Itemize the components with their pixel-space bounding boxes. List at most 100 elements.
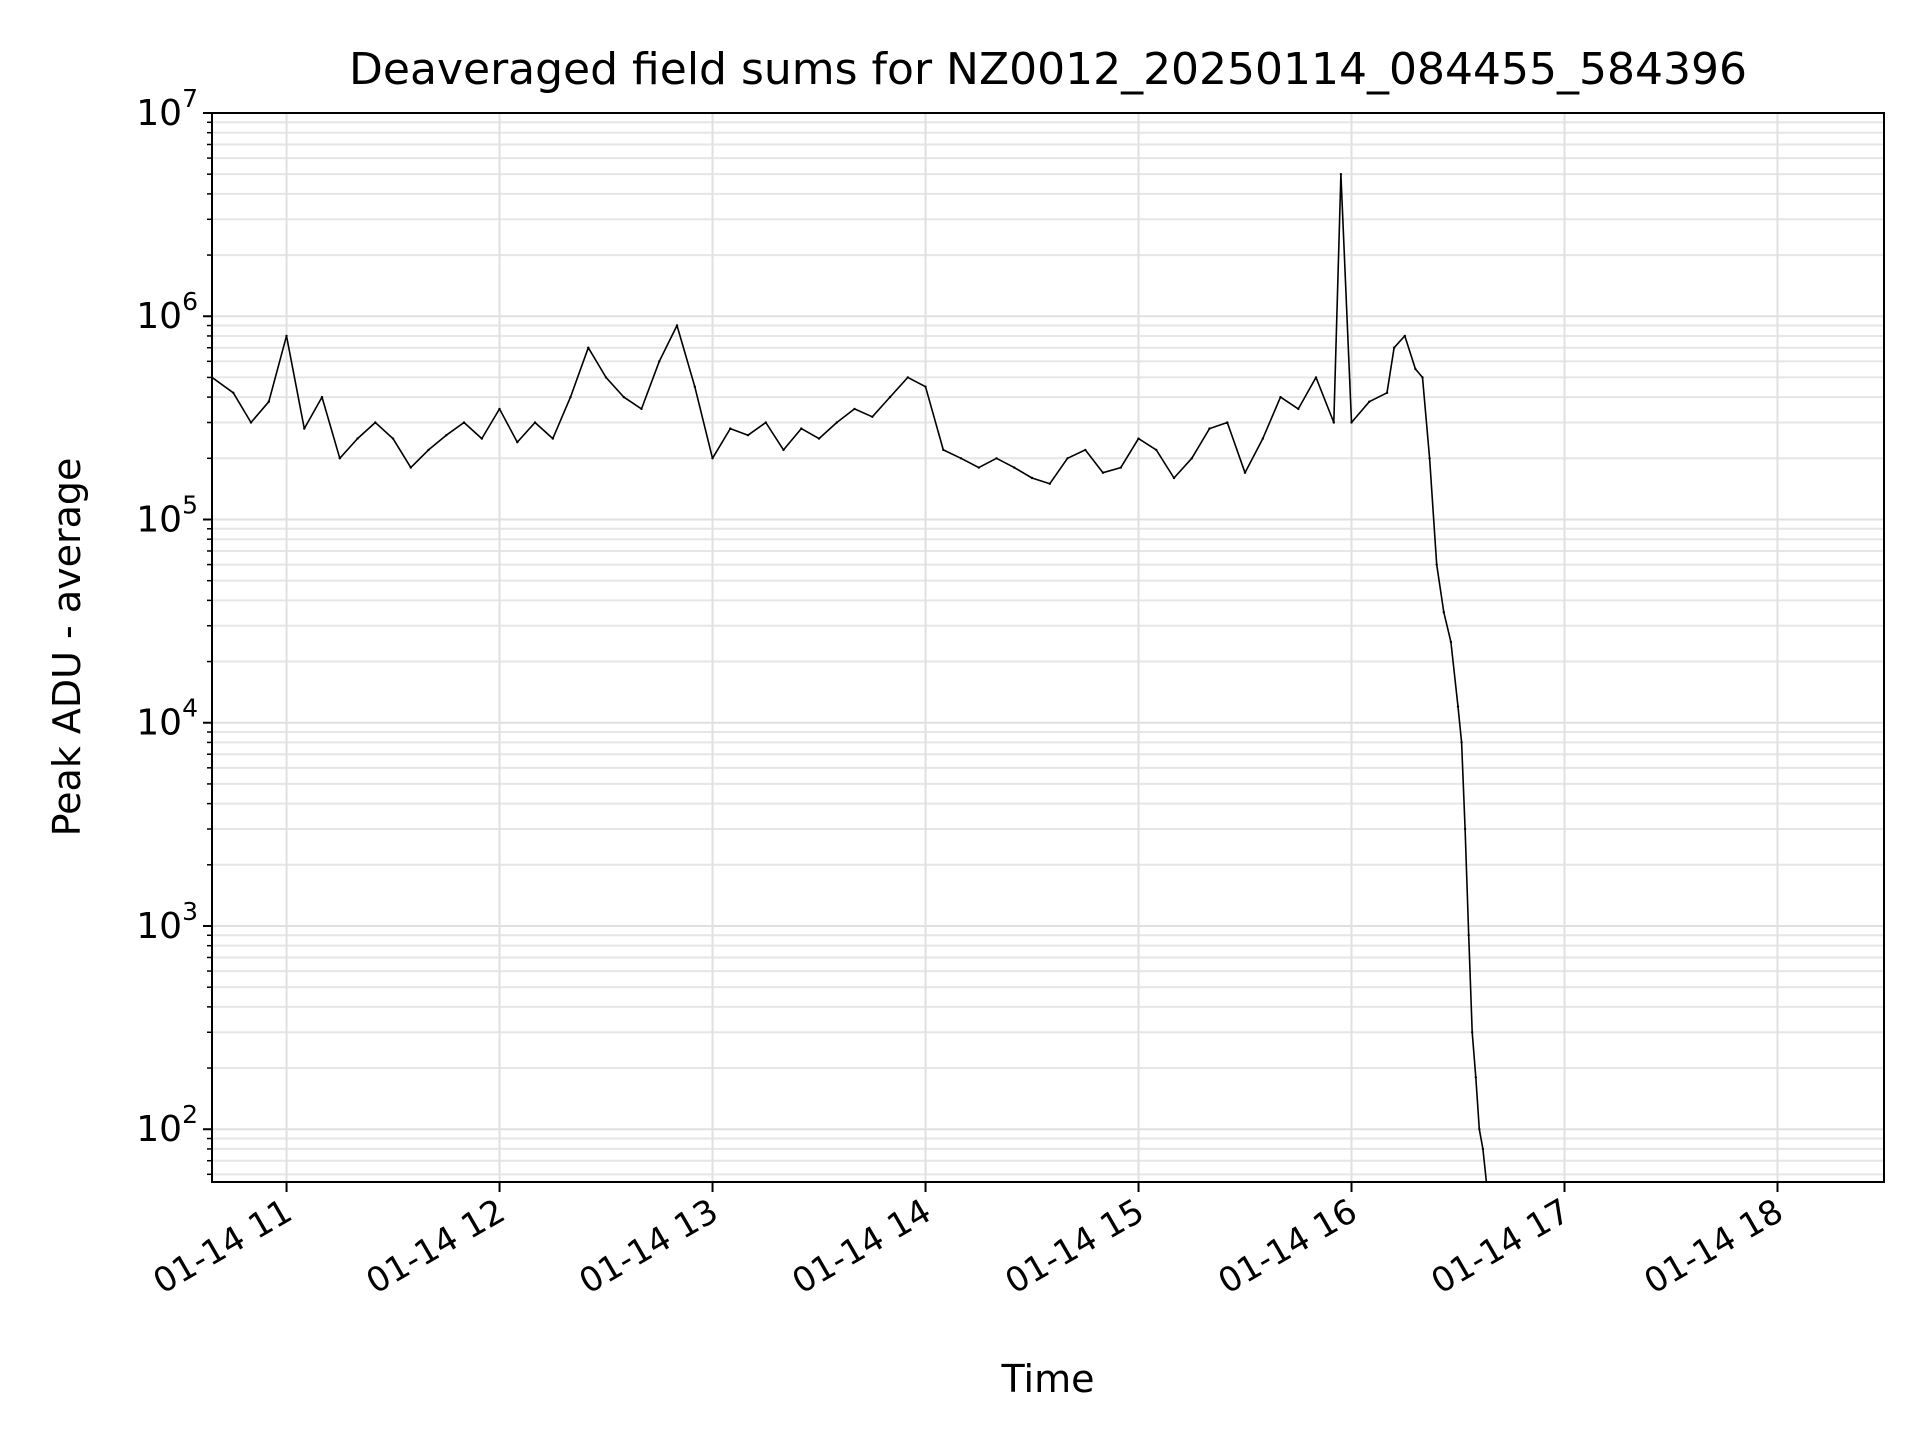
data-point <box>1339 173 1343 176</box>
y-tick-exponent: 6 <box>182 287 198 316</box>
y-tick-label: 10 <box>136 1109 182 1150</box>
y-tick-exponent: 5 <box>182 490 198 519</box>
data-point <box>1471 1031 1474 1034</box>
y-tick-exponent: 2 <box>182 1100 198 1129</box>
x-axis-label: Time <box>1001 1357 1095 1401</box>
data-point <box>1428 457 1431 460</box>
data-point <box>977 466 980 469</box>
data-point <box>800 427 803 430</box>
data-point <box>782 448 785 452</box>
data-point <box>835 421 838 424</box>
y-tick-label: 10 <box>136 93 182 134</box>
data-point <box>285 334 288 338</box>
data-point <box>1155 448 1158 452</box>
data-point <box>853 407 856 411</box>
data-point <box>1243 471 1247 474</box>
data-point <box>1190 457 1194 460</box>
data-point <box>1442 611 1446 614</box>
data-point <box>1403 334 1407 338</box>
y-axis-label: Peak ADU - average <box>45 458 89 837</box>
data-point <box>1030 476 1034 480</box>
data-point <box>675 324 679 327</box>
data-point <box>1435 563 1438 566</box>
data-point <box>1013 466 1016 469</box>
data-point <box>693 385 696 388</box>
data-point <box>658 360 661 363</box>
y-tick-label: 10 <box>136 906 182 947</box>
data-point <box>906 376 909 379</box>
data-point <box>587 346 590 349</box>
data-point <box>604 376 608 379</box>
data-point <box>232 391 235 394</box>
data-point <box>516 441 519 444</box>
data-point <box>1481 1147 1485 1151</box>
data-point <box>1314 376 1318 379</box>
plot-frame <box>211 112 1885 1183</box>
data-point <box>1467 934 1470 937</box>
data-point <box>1066 457 1069 460</box>
data-point <box>1261 437 1265 440</box>
grid-lines <box>212 112 1884 1182</box>
data-point <box>995 457 998 460</box>
data-point <box>249 421 253 424</box>
data-point <box>1414 367 1417 371</box>
data-point <box>320 395 324 399</box>
data-point <box>1048 482 1052 485</box>
y-tick-exponent: 4 <box>182 694 198 723</box>
data-point <box>1456 705 1460 708</box>
data-point <box>533 421 537 424</box>
data-point <box>303 427 306 430</box>
data-point <box>391 437 395 440</box>
data-point <box>1101 471 1105 474</box>
data-point <box>1385 391 1389 394</box>
data-point <box>409 466 412 469</box>
data-point <box>1449 640 1453 644</box>
data-point <box>1460 741 1463 744</box>
data-point <box>1172 476 1176 480</box>
data-point <box>729 427 732 430</box>
data-point <box>640 407 643 411</box>
data-point <box>445 434 448 437</box>
data-point <box>569 395 572 399</box>
data-point <box>1474 1076 1478 1079</box>
data-point <box>622 395 625 399</box>
data-point <box>1478 1128 1481 1131</box>
data-point <box>1084 448 1087 452</box>
y-tick-label: 10 <box>136 499 182 540</box>
data-point <box>1392 346 1396 349</box>
y-tick-label: 10 <box>136 703 182 744</box>
data-point <box>1297 407 1300 411</box>
data-point <box>1226 421 1229 424</box>
data-point <box>1463 827 1467 831</box>
data-point <box>1368 400 1371 403</box>
data-point <box>746 434 750 437</box>
data-point <box>427 448 430 452</box>
data-point <box>1421 376 1424 379</box>
data-point <box>1208 427 1211 430</box>
data-point <box>1332 421 1336 424</box>
series-layer <box>212 173 1488 1182</box>
data-point <box>817 437 821 440</box>
data-point <box>924 385 927 388</box>
data-point <box>1350 421 1353 424</box>
data-point <box>764 421 767 424</box>
data-point <box>871 415 874 418</box>
data-point <box>267 400 270 403</box>
y-tick-label: 10 <box>136 296 182 337</box>
data-point <box>480 437 483 440</box>
chart-title: Deaveraged field sums for NZ0012_2025011… <box>349 44 1747 95</box>
data-point <box>711 457 714 460</box>
data-point <box>551 437 554 440</box>
data-point <box>338 457 341 460</box>
data-point <box>374 421 377 424</box>
data-point <box>1137 437 1140 440</box>
data-point <box>498 407 501 411</box>
data-point <box>1279 395 1282 399</box>
y-tick-exponent: 3 <box>182 897 198 926</box>
y-tick-exponent: 7 <box>182 84 198 113</box>
data-point <box>942 448 945 452</box>
data-point <box>462 421 466 424</box>
